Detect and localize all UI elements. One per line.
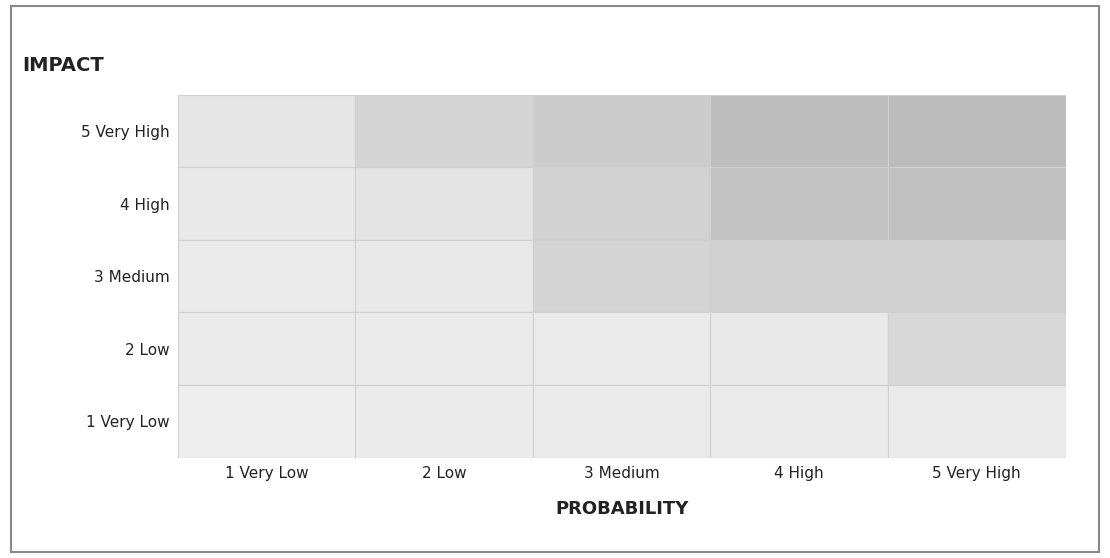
Bar — [355, 240, 533, 312]
Bar — [710, 385, 888, 458]
X-axis label: PROBABILITY: PROBABILITY — [555, 501, 688, 518]
Bar — [888, 385, 1066, 458]
Bar — [355, 385, 533, 458]
Bar — [533, 167, 710, 240]
Bar — [710, 312, 888, 385]
Bar — [355, 312, 533, 385]
Bar — [888, 95, 1066, 167]
Bar — [178, 167, 355, 240]
Bar — [710, 167, 888, 240]
Bar — [178, 240, 355, 312]
Bar — [888, 312, 1066, 385]
Bar — [533, 240, 710, 312]
Bar — [355, 167, 533, 240]
Bar — [533, 95, 710, 167]
Bar — [888, 167, 1066, 240]
Bar — [533, 385, 710, 458]
Bar — [178, 95, 355, 167]
Bar — [355, 95, 533, 167]
Bar — [178, 312, 355, 385]
Text: IMPACT: IMPACT — [22, 56, 104, 75]
Bar — [710, 95, 888, 167]
Bar — [178, 385, 355, 458]
Bar — [710, 240, 888, 312]
Bar — [888, 240, 1066, 312]
Bar — [533, 312, 710, 385]
